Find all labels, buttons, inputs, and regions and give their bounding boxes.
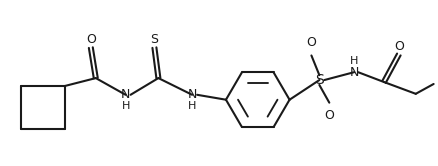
Text: H: H <box>188 101 196 111</box>
Text: O: O <box>307 36 316 49</box>
Text: O: O <box>394 40 404 53</box>
Text: O: O <box>325 109 334 122</box>
Text: H: H <box>350 56 358 66</box>
Text: S: S <box>315 73 324 87</box>
Text: O: O <box>86 33 96 46</box>
Text: N: N <box>187 88 197 101</box>
Text: N: N <box>350 66 359 79</box>
Text: N: N <box>121 88 130 101</box>
Text: H: H <box>121 101 130 111</box>
Text: S: S <box>150 33 159 46</box>
